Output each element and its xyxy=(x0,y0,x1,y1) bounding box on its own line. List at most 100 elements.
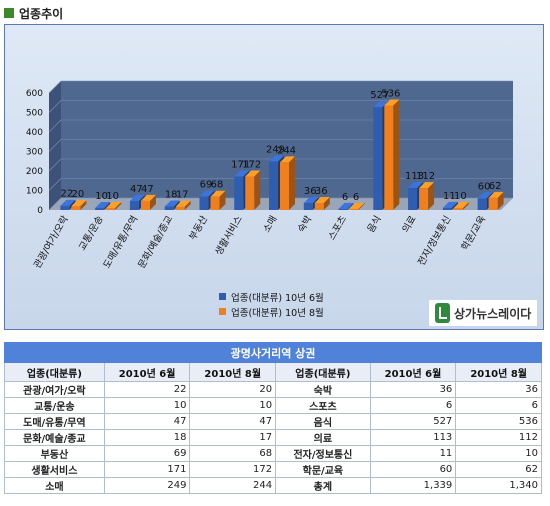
data-label: 18 xyxy=(165,189,178,200)
x-tick-label: 관광/여가/오락 xyxy=(31,213,71,270)
brand-logo-icon xyxy=(435,303,450,323)
legend-label: 업종(대분류) 10년 8월 xyxy=(231,307,324,319)
category-cell: 숙박 xyxy=(275,381,371,398)
gridline xyxy=(48,119,62,133)
bar-top xyxy=(199,190,215,197)
section-header: 업종추이 xyxy=(4,4,63,22)
value-cell: 22 xyxy=(103,381,191,398)
value-cell: 62 xyxy=(455,461,542,478)
bar-side xyxy=(104,202,111,210)
bar xyxy=(384,105,394,210)
data-label: 536 xyxy=(381,88,400,99)
brand-logo: 상가뉴스레이다 xyxy=(429,300,538,326)
legend-label: 업종(대분류) 10년 6월 xyxy=(231,292,324,304)
bar xyxy=(95,208,105,210)
x-tick-label: 소매 xyxy=(261,214,279,235)
y-tick-label: 400 xyxy=(26,128,43,138)
value-cell: 244 xyxy=(189,477,277,494)
bar-top xyxy=(477,192,493,199)
value-cell: 17 xyxy=(189,429,277,446)
category-cell: 도매/유통/무역 xyxy=(4,413,105,430)
section-title: 업종추이 xyxy=(19,6,64,21)
bar-top xyxy=(303,196,319,203)
category-cell: 전자/정보통신 xyxy=(275,445,371,462)
bar-chart: 01002003004005006002220관광/여가/오락1010교통/운송… xyxy=(26,80,513,271)
bar-top xyxy=(234,170,250,177)
y-tick-label: 500 xyxy=(26,109,43,119)
data-label: 47 xyxy=(141,184,154,195)
table-header-cell: 2010년 8월 xyxy=(455,362,542,382)
data-label: 36 xyxy=(304,186,317,197)
value-cell: 36 xyxy=(369,381,457,398)
data-label: 244 xyxy=(277,145,296,156)
data-label: 171 xyxy=(231,160,250,171)
value-cell: 6 xyxy=(455,397,542,414)
category-cell: 스포츠 xyxy=(275,397,371,414)
value-cell: 18 xyxy=(103,429,191,446)
bar xyxy=(234,176,244,210)
bar-side xyxy=(462,202,469,210)
bar-side xyxy=(393,99,400,210)
x-tick-label: 의료 xyxy=(400,214,418,235)
data-label: 113 xyxy=(405,171,424,182)
value-cell: 47 xyxy=(103,413,191,430)
bar-top xyxy=(210,190,226,197)
bar-side xyxy=(451,201,458,210)
value-cell: 47 xyxy=(189,413,277,430)
value-cell: 10 xyxy=(455,445,542,462)
bar xyxy=(303,202,313,210)
value-cell: 536 xyxy=(455,413,542,430)
legend-swatch xyxy=(219,293,226,300)
category-cell: 소매 xyxy=(4,477,105,494)
bar-top xyxy=(71,200,87,207)
x-tick-label: 도매/유통/무역 xyxy=(102,214,141,270)
bar-side xyxy=(254,170,261,210)
category-cell: 음식 xyxy=(275,413,371,430)
bar-top xyxy=(314,196,330,203)
category-cell: 학문/교육 xyxy=(275,461,371,478)
bar xyxy=(338,208,348,210)
bar-side xyxy=(323,196,330,210)
bar-top xyxy=(175,200,191,207)
bar-top xyxy=(384,99,400,106)
gridline xyxy=(48,139,62,152)
data-label: 10 xyxy=(106,191,119,202)
table-row: 문화/예술/종교 18 17 의료 113 112 xyxy=(4,429,542,446)
bar xyxy=(314,202,324,210)
y-tick-label: 300 xyxy=(26,148,43,158)
value-cell: 10 xyxy=(103,397,191,414)
value-cell: 60 xyxy=(369,461,457,478)
bar-top xyxy=(442,201,458,208)
data-label: 112 xyxy=(416,171,435,182)
data-table: 광명사거리역 상권 업종(대분류) 2010년 6월 2010년 8월 업종(대분류)… xyxy=(4,342,542,494)
bar xyxy=(164,206,174,210)
bar xyxy=(71,206,81,210)
bar-top xyxy=(95,202,111,209)
y-tick-label: 0 xyxy=(37,206,43,216)
value-cell: 1,340 xyxy=(455,477,542,494)
value-cell: 10 xyxy=(189,397,277,414)
category-cell: 생활서비스 xyxy=(4,461,105,478)
data-label: 6 xyxy=(353,192,359,203)
table-header-cell: 업종(대분류) xyxy=(275,362,371,382)
bar xyxy=(140,200,150,210)
x-tick-label: 문화/예술/종교 xyxy=(136,214,175,271)
table-header-cell: 업종(대분류) xyxy=(4,362,105,382)
value-cell: 36 xyxy=(455,381,542,398)
bar xyxy=(210,196,220,210)
bar-top xyxy=(280,156,295,163)
data-label: 47 xyxy=(130,184,143,195)
bar-side xyxy=(69,199,76,210)
gridline xyxy=(48,178,62,191)
bar-side xyxy=(428,182,435,210)
chart-legend: 업종(대분류) 10년 6월 업종(대분류) 10년 8월 xyxy=(219,289,324,319)
bar-side xyxy=(173,200,180,210)
data-label: 20 xyxy=(72,189,85,200)
data-label: 22 xyxy=(61,189,74,200)
bar-side xyxy=(358,202,365,210)
table-title: 광명사거리역 상권 xyxy=(4,342,542,363)
bar xyxy=(419,188,429,210)
gridline xyxy=(48,80,62,94)
bar-side xyxy=(497,191,504,210)
bar-top xyxy=(140,194,156,201)
